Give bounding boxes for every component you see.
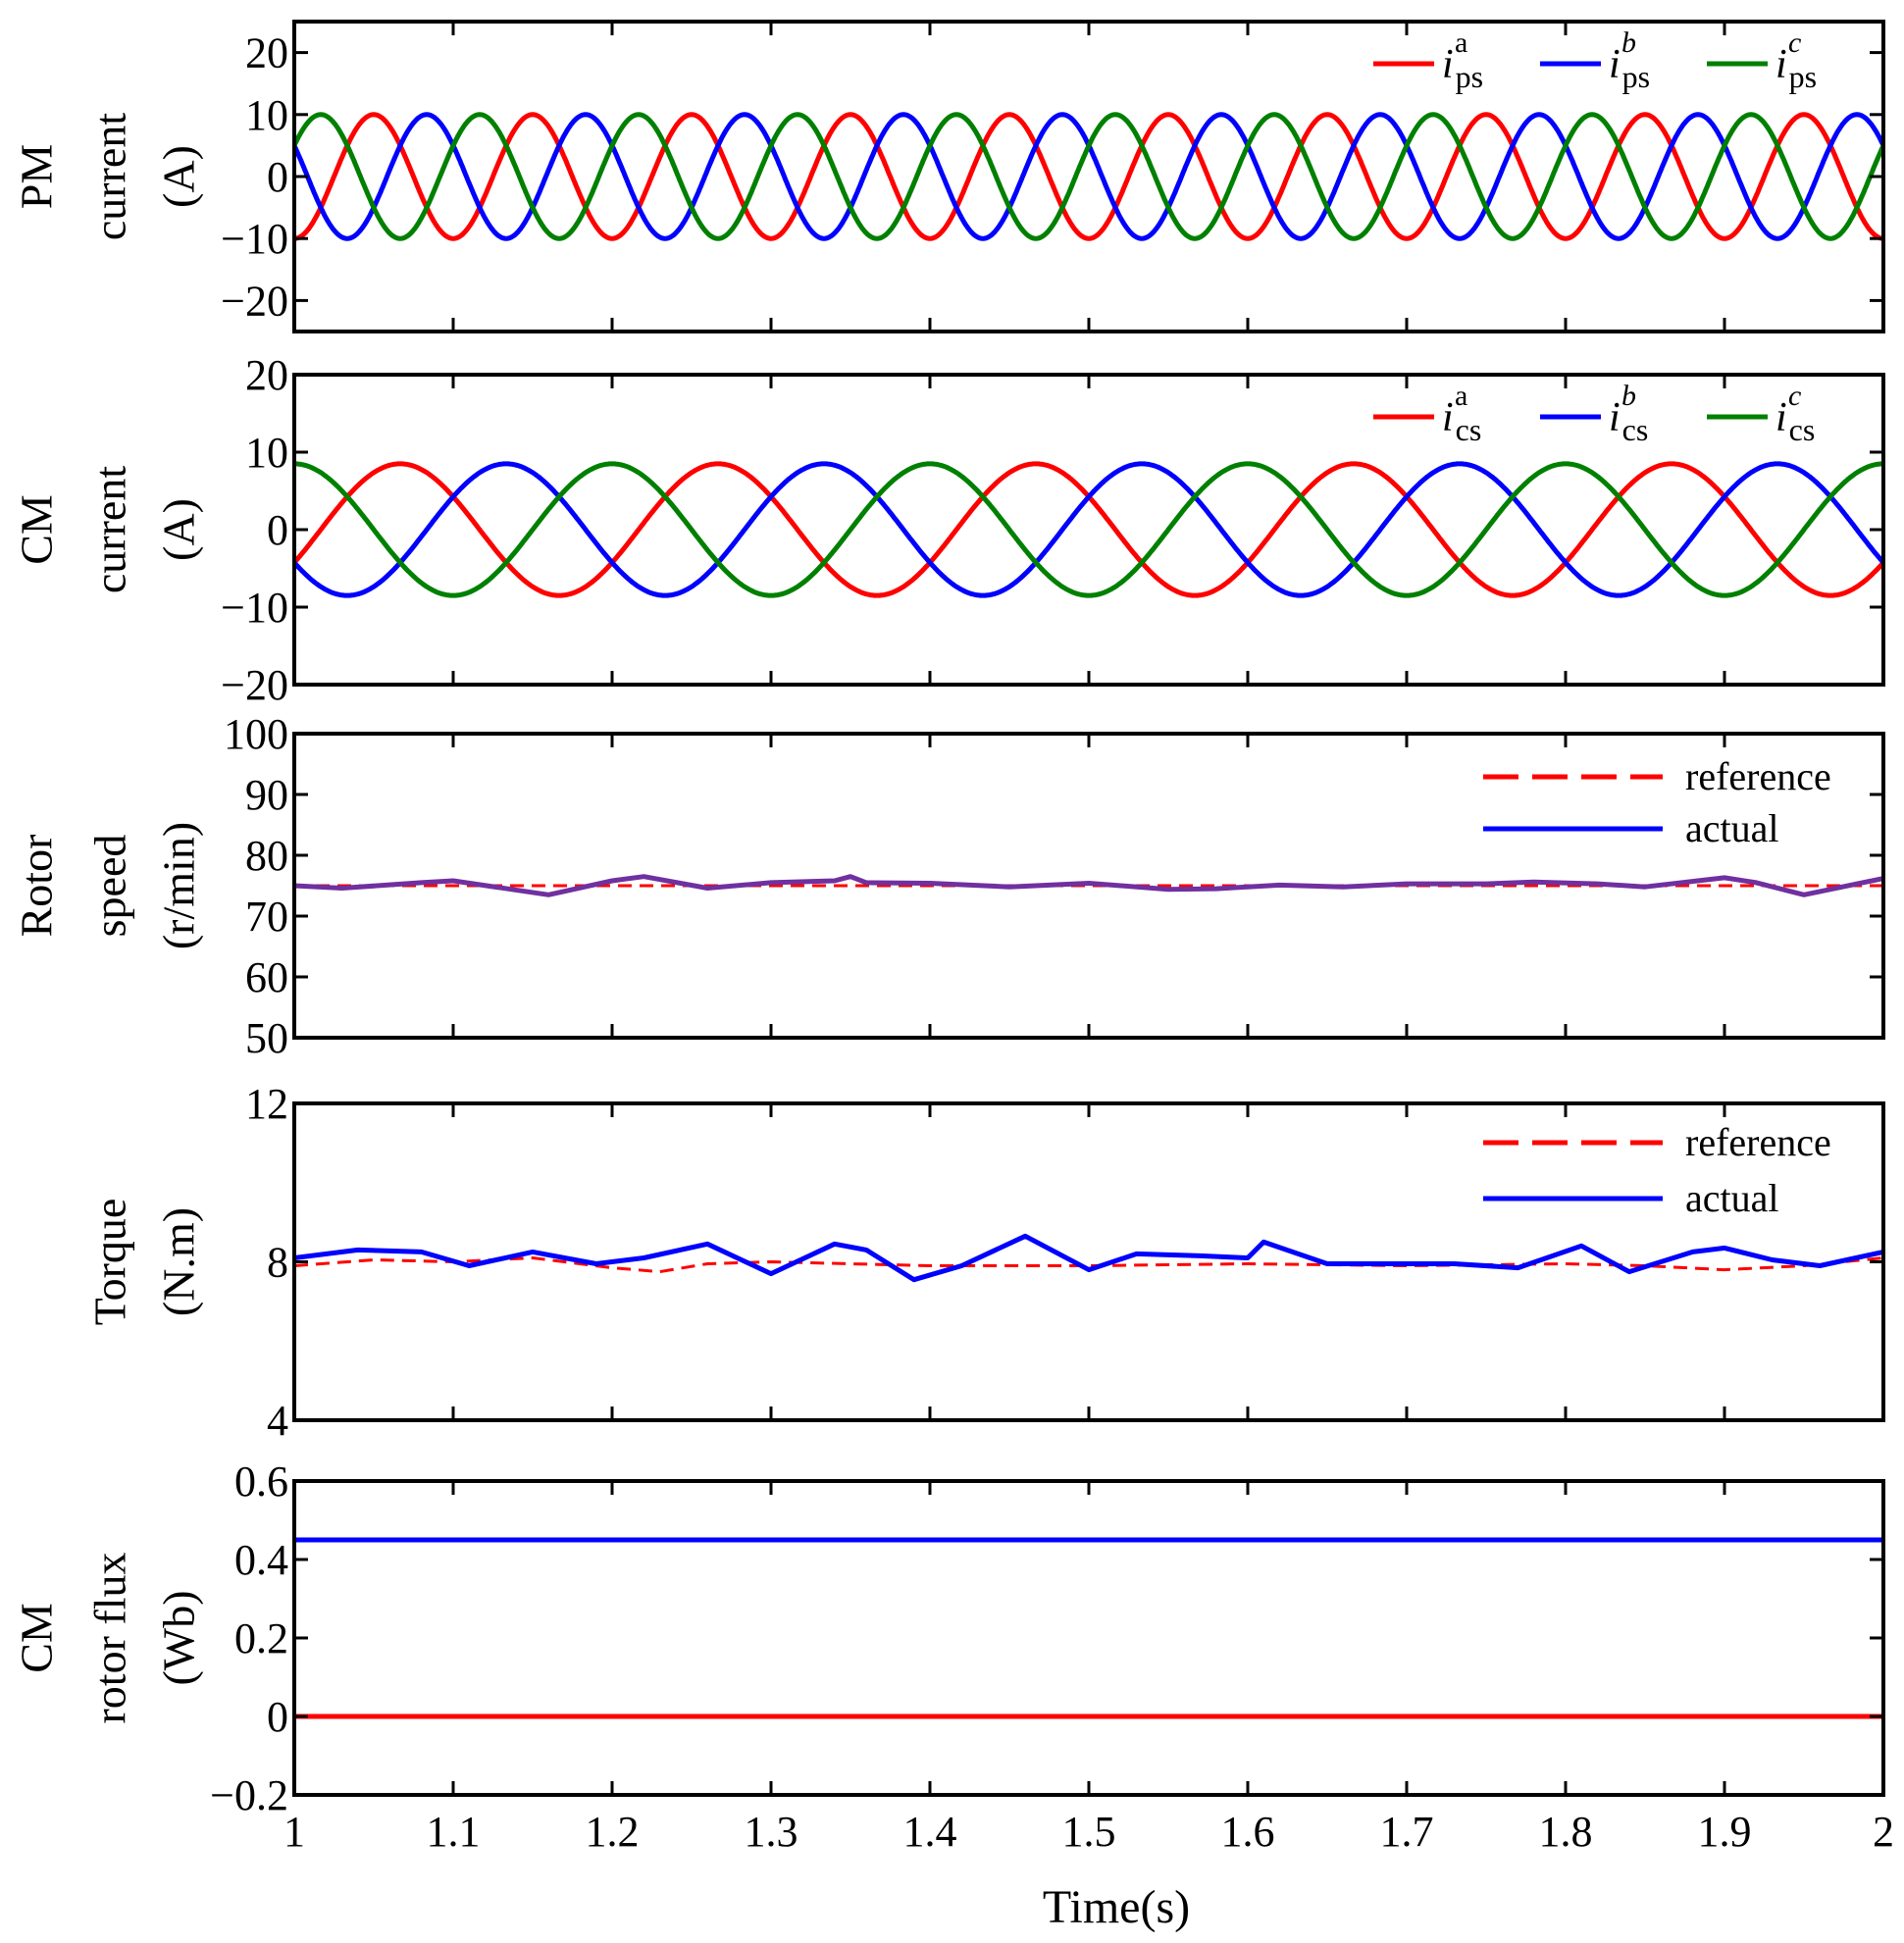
y-tick-label: 0.2 bbox=[234, 1614, 288, 1662]
y-axis-label: (N.m) bbox=[154, 1207, 204, 1316]
y-tick-label: 70 bbox=[245, 893, 288, 941]
x-tick-label: 1.1 bbox=[427, 1808, 481, 1856]
y-tick-label: 20 bbox=[245, 351, 288, 399]
legend-label: ips bbox=[1442, 42, 1483, 94]
x-tick-labels: 1 1.1 1.2 1.3 1.4 1.5 1.6 1.7 1.8 1.9 2 bbox=[283, 1808, 1894, 1856]
series-group bbox=[294, 112, 1883, 241]
y-axis-label: current bbox=[85, 466, 135, 593]
series-line-2 bbox=[294, 1233, 1883, 1283]
x-axis-label: Time(s) bbox=[1043, 1881, 1190, 1933]
y-tick-label: −10 bbox=[221, 584, 288, 632]
series-line-3 bbox=[294, 112, 1883, 241]
legend-label: ips bbox=[1775, 42, 1817, 94]
y-axis-label: Torque bbox=[85, 1199, 135, 1326]
y-tick-label: 4 bbox=[267, 1397, 288, 1445]
y-axis-label: rotor flux bbox=[85, 1552, 135, 1723]
x-tick-label: 1 bbox=[283, 1808, 305, 1856]
y-tick-label: 12 bbox=[245, 1080, 288, 1128]
series-group bbox=[294, 1233, 1883, 1283]
y-tick-label: 60 bbox=[245, 953, 288, 1001]
legend-label: actual bbox=[1685, 806, 1779, 850]
x-tick-label: 1.3 bbox=[745, 1808, 798, 1856]
series-line-2 bbox=[294, 874, 1883, 897]
y-axis-label: (Wb) bbox=[154, 1590, 204, 1685]
y-tick-label: 0 bbox=[267, 1693, 288, 1741]
y-tick-label: 8 bbox=[267, 1239, 288, 1287]
legend-label: reference bbox=[1685, 1120, 1831, 1164]
x-tick-label: 1.4 bbox=[903, 1808, 957, 1856]
y-axis-label: Rotor bbox=[12, 835, 62, 938]
x-tick-label: 1.2 bbox=[586, 1808, 640, 1856]
series-line-3 bbox=[294, 461, 1883, 598]
y-tick-label: −0.2 bbox=[210, 1771, 288, 1819]
y-tick-label: −20 bbox=[221, 661, 288, 709]
legend-label: ips bbox=[1609, 42, 1650, 94]
legend-label: actual bbox=[1685, 1176, 1779, 1220]
legend-superscript: a bbox=[1455, 26, 1467, 59]
panel-3: 100 90 80 70 60 50 Rotor speed (r/min) reference a… bbox=[12, 710, 1885, 1062]
x-tick-label: 1.6 bbox=[1221, 1808, 1275, 1856]
y-tick-label: 0.4 bbox=[234, 1536, 288, 1584]
legend-superscript: c bbox=[1788, 380, 1801, 412]
y-tick-label: 100 bbox=[224, 710, 288, 758]
y-tick-label: 0.6 bbox=[234, 1457, 288, 1506]
series-group bbox=[294, 461, 1883, 598]
legend-superscript: c bbox=[1788, 26, 1801, 59]
legend-superscript: b bbox=[1621, 380, 1636, 412]
legend-superscript: b bbox=[1621, 26, 1636, 59]
x-tick-label: 1.9 bbox=[1698, 1808, 1752, 1856]
series-group bbox=[294, 874, 1883, 897]
legend-label: ics bbox=[1609, 395, 1648, 447]
series-line-1 bbox=[294, 1256, 1883, 1274]
series-line-2 bbox=[294, 112, 1883, 241]
y-axis-label: speed bbox=[85, 835, 135, 938]
y-tick-label: 0 bbox=[267, 506, 288, 554]
x-tick-label: 2 bbox=[1873, 1808, 1894, 1856]
y-tick-label: 0 bbox=[267, 153, 288, 201]
legend-superscript: a bbox=[1455, 380, 1467, 412]
y-tick-label: 20 bbox=[245, 29, 288, 77]
x-tick-label: 1.5 bbox=[1062, 1808, 1116, 1856]
y-axis-label: (A) bbox=[154, 498, 204, 561]
legend-label: reference bbox=[1685, 754, 1831, 798]
y-tick-label: 50 bbox=[245, 1014, 288, 1062]
y-axis-label: (r/min) bbox=[154, 822, 204, 949]
y-tick-label: −10 bbox=[221, 215, 288, 263]
legend: reference actual bbox=[1483, 1120, 1831, 1220]
panel-frame bbox=[292, 1479, 1885, 1797]
panel-4: 12 8 4 Torque (N.m) reference actual bbox=[85, 1080, 1885, 1445]
legend-label: ics bbox=[1775, 395, 1815, 447]
panel-5: 0.6 0.4 0.2 0 −0.2 CM rotor flux (Wb) bbox=[12, 1457, 1885, 1819]
y-tick-label: 80 bbox=[245, 832, 288, 880]
y-axis-label: (A) bbox=[154, 145, 204, 208]
y-axis-label: CM bbox=[12, 494, 62, 565]
y-tick-label: −20 bbox=[221, 277, 288, 325]
y-axis-label: current bbox=[85, 113, 135, 240]
panel-frame bbox=[292, 1101, 1885, 1422]
x-tick-label: 1.8 bbox=[1539, 1808, 1593, 1856]
series-group bbox=[294, 1537, 1883, 1719]
y-tick-label: 90 bbox=[245, 771, 288, 819]
legend-label: ics bbox=[1442, 395, 1481, 447]
y-tick-label: 10 bbox=[245, 91, 288, 139]
y-tick-label: 10 bbox=[245, 429, 288, 477]
x-tick-label: 1.7 bbox=[1380, 1808, 1434, 1856]
y-axis-label: CM bbox=[12, 1603, 62, 1673]
y-axis-label: PM bbox=[12, 144, 62, 209]
series-line-1 bbox=[294, 112, 1883, 241]
legend: reference actual bbox=[1483, 754, 1831, 850]
